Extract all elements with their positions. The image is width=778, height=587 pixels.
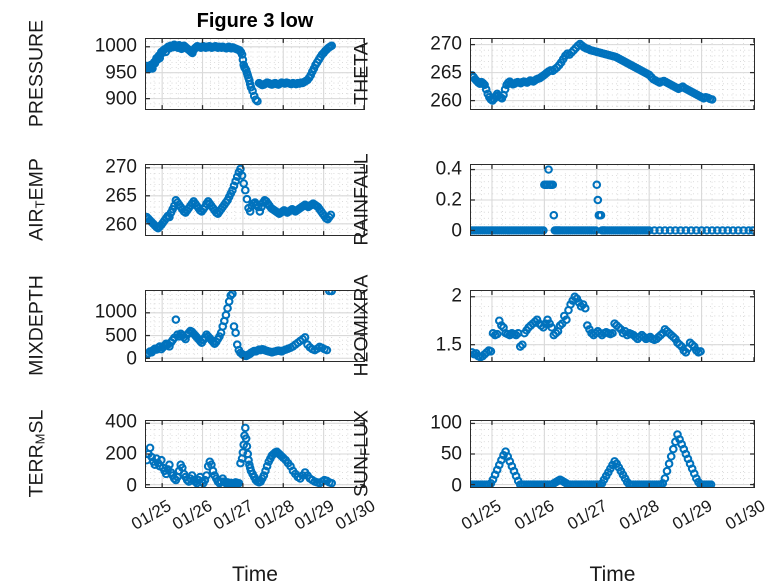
x-axis-label-sun_flux: Time xyxy=(589,563,636,586)
tick-marks-terr_msl xyxy=(146,421,364,487)
y-tick-labels-sun_flux: 100 50 0 xyxy=(360,413,462,495)
y-tick-terr_msl-2: 0 xyxy=(126,475,137,497)
y-tick-rainfall-2: 0 xyxy=(451,220,462,242)
data-series-mixdepth xyxy=(146,291,337,361)
tick-marks-mixdepth xyxy=(146,291,364,361)
y-tick-labels-pressure: 1000 950 900 xyxy=(35,35,137,110)
axes-box-h2omixra xyxy=(470,290,755,362)
x-tick-sun_flux-25: 01/25 xyxy=(458,496,505,534)
y-tick-rainfall-0: 0.4 xyxy=(435,158,462,180)
tick-marks-theta xyxy=(471,39,754,109)
x-axis-label-terr_msl: Time xyxy=(232,563,278,586)
y-tick-pressure-0: 1000 xyxy=(94,35,137,57)
major-grid-air_temp xyxy=(146,165,364,235)
y-tick-labels-terr_msl: 400 200 0 xyxy=(35,413,137,495)
x-tick-sun_flux-26: 01/26 xyxy=(511,496,558,534)
x-tick-sun_flux-29: 01/29 xyxy=(669,496,716,534)
axes-box-sun_flux xyxy=(470,420,755,488)
y-tick-terr_msl-1: 200 xyxy=(105,443,137,465)
data-series-h2omixra xyxy=(471,292,705,361)
y-tick-air_temp-2: 260 xyxy=(105,214,137,235)
plot-area-theta xyxy=(471,39,754,109)
y-tick-terr_msl-0: 400 xyxy=(105,411,137,433)
tick-marks-h2omixra xyxy=(471,291,754,361)
data-series-air_temp xyxy=(146,165,336,233)
data-series-sun_flux xyxy=(471,430,716,487)
axes-box-theta xyxy=(470,38,755,110)
y-tick-labels-air_temp: 270 265 260 xyxy=(35,157,137,236)
y-tick-labels-h2omixra: 2 1.5 xyxy=(360,286,462,362)
plot-area-h2omixra xyxy=(471,291,754,361)
y-axis-label-sun_flux: SUNFLUX xyxy=(350,409,373,498)
tick-marks-air_temp xyxy=(146,165,364,235)
y-tick-theta-0: 270 xyxy=(430,33,462,55)
axes-box-rainfall xyxy=(470,164,755,236)
y-tick-labels-rainfall: 0.4 0.2 0 xyxy=(360,159,462,241)
y-tick-pressure-2: 900 xyxy=(105,88,137,110)
y-tick-sun_flux-1: 50 xyxy=(440,443,462,465)
y-tick-air_temp-0: 270 xyxy=(105,156,137,178)
data-series-terr_msl xyxy=(146,423,337,487)
plot-area-rainfall xyxy=(471,165,754,235)
y-tick-h2omixra-0: 2 xyxy=(451,285,462,307)
tick-marks-sun_flux xyxy=(471,421,754,487)
y-tick-sun_flux-2: 0 xyxy=(451,475,462,496)
data-series-theta xyxy=(471,39,717,105)
y-tick-labels-theta: 270 265 260 xyxy=(360,34,462,112)
y-tick-pressure-1: 950 xyxy=(105,62,137,84)
axes-box-mixdepth xyxy=(145,290,365,362)
axes-box-terr_msl xyxy=(145,420,365,488)
tick-marks-pressure xyxy=(146,39,364,109)
plot-area-pressure xyxy=(146,39,364,109)
axes-box-pressure xyxy=(145,38,365,110)
tick-marks-rainfall xyxy=(471,165,754,235)
figure-title: Figure 3 low xyxy=(196,10,314,32)
plot-area-air_temp xyxy=(146,165,364,235)
x-tick-sun_flux-27: 01/27 xyxy=(563,496,611,534)
y-tick-theta-2: 260 xyxy=(430,90,462,112)
plot-area-mixdepth xyxy=(146,291,364,361)
plot-area-terr_msl xyxy=(146,421,364,487)
x-tick-sun_flux-30: 01/30 xyxy=(722,496,769,534)
x-tick-sun_flux-28: 01/28 xyxy=(616,496,663,534)
y-axis-label-terr_msl: TERRMSL xyxy=(25,409,48,498)
y-tick-theta-1: 265 xyxy=(430,62,462,84)
y-tick-rainfall-1: 0.2 xyxy=(435,189,462,211)
y-tick-mixdepth-1: 500 xyxy=(105,325,137,347)
axes-box-air_temp xyxy=(145,164,365,236)
y-tick-mixdepth-2: 0 xyxy=(126,348,137,370)
y-tick-sun_flux-0: 100 xyxy=(430,412,462,433)
data-series-pressure xyxy=(146,40,337,106)
y-tick-h2omixra-1: 1.5 xyxy=(435,334,462,356)
data-series-rainfall xyxy=(471,165,754,235)
y-tick-labels-mixdepth: 1000 500 0 xyxy=(35,290,137,369)
y-tick-mixdepth-0: 1000 xyxy=(94,301,137,323)
y-tick-air_temp-1: 265 xyxy=(105,185,137,207)
plot-area-sun_flux xyxy=(471,421,754,487)
